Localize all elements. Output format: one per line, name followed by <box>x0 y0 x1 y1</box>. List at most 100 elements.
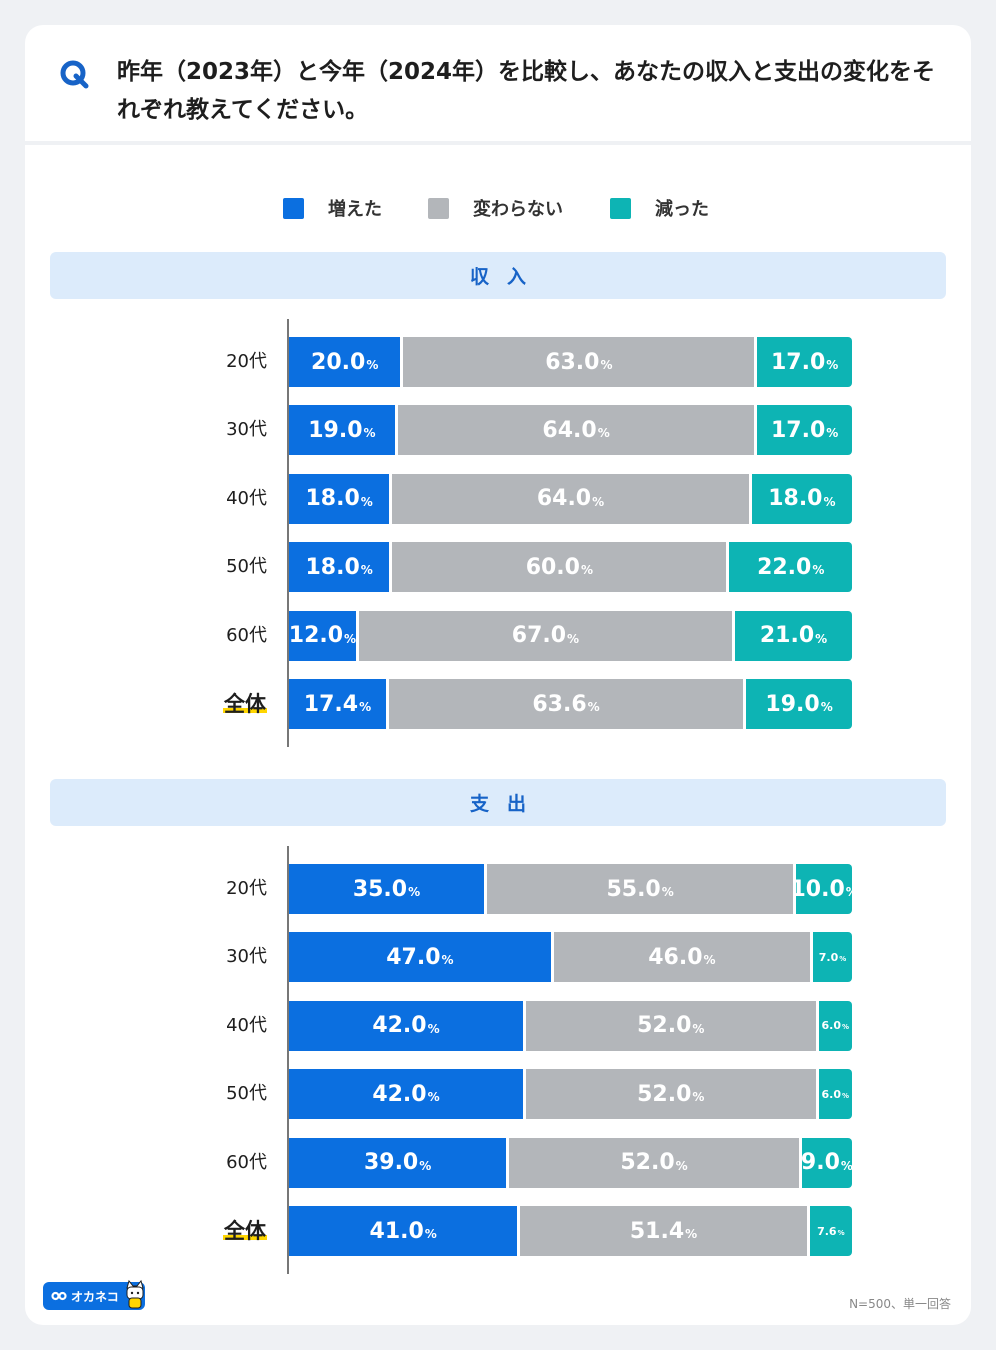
expense-unit-label: % <box>842 1023 849 1031</box>
expense-unit-label: % <box>841 1159 852 1173</box>
expense-value-label: 6.0 <box>822 1019 842 1032</box>
income-bar-same: 67.0% <box>359 611 732 661</box>
income-value-label: 17.0 <box>771 418 825 443</box>
income-bar-increase: 17.4% <box>289 679 386 729</box>
legend-swatch-decrease <box>610 198 631 219</box>
income-bar-decrease: 17.0% <box>757 337 852 387</box>
expense-value-label: 46.0 <box>648 945 702 970</box>
expense-value-label: 55.0 <box>606 877 660 902</box>
section-title-expense: 支出 <box>452 789 544 816</box>
income-bar-decrease: 22.0% <box>729 542 852 592</box>
expense-bar-track: 39.0% 52.0% 9.0% <box>289 1138 852 1188</box>
income-category-label: 40代 <box>165 474 267 524</box>
expense-value-label: 39.0 <box>364 1150 418 1175</box>
expense-bar-decrease: 7.6% <box>810 1206 852 1256</box>
expense-row-1: 20代35.0%55.0%10.0% <box>25 864 971 914</box>
income-bar-track: 19.0% 64.0% 17.0% <box>289 405 852 455</box>
income-unit-label: % <box>344 632 356 646</box>
brand-name: オカネコ <box>71 1288 119 1305</box>
chart-card: 昨年（2023年）と今年（2024年）を比較し、あなたの収入と支出の変化をそれぞ… <box>25 25 971 1325</box>
expense-value-label: 42.0 <box>372 1082 426 1107</box>
income-value-label: 67.0 <box>512 623 566 648</box>
expense-bar-decrease: 10.0% <box>796 864 852 914</box>
expense-value-label: 6.0 <box>822 1088 842 1101</box>
expense-unit-label: % <box>838 1229 845 1237</box>
section-header-income: 収入 <box>50 252 946 299</box>
income-bar-decrease: 21.0% <box>735 611 852 661</box>
expense-value-label: 41.0 <box>370 1219 424 1244</box>
income-bar-same: 63.6% <box>389 679 743 729</box>
legend-swatch-same <box>428 198 449 219</box>
expense-bar-track: 47.0% 46.0% 7.0% <box>289 932 852 982</box>
expense-bar-increase: 39.0% <box>289 1138 506 1188</box>
expense-bar-decrease: 6.0% <box>819 1069 852 1119</box>
income-chart: 20代 20.0% 63.0% 17.0% 30代 19.0% 64.0% 17.0% 40代 1… <box>25 319 971 747</box>
expense-unit-label: % <box>428 1090 440 1104</box>
income-bar-track: 18.0% 60.0% 22.0% <box>289 542 852 592</box>
expense-bar-increase: 42.0% <box>289 1069 523 1119</box>
income-bar-track: 12.0% 67.0% 21.0% <box>289 611 852 661</box>
expense-bar-track: 41.0% 51.4% 7.6% <box>289 1206 852 1256</box>
income-value-label: 18.0 <box>305 555 359 580</box>
income-unit-label: % <box>588 700 600 714</box>
income-value-label: 17.0 <box>771 350 825 375</box>
expense-value-label: 42.0 <box>372 1013 426 1038</box>
income-value-label: 60.0 <box>526 555 580 580</box>
cat-mascot-icon <box>123 1278 147 1310</box>
legend-label-same: 変わらない <box>473 195 563 221</box>
expense-category-label: 40代 <box>165 1001 267 1051</box>
income-value-label: 19.0 <box>308 418 362 443</box>
expense-value-label: 51.4 <box>630 1219 684 1244</box>
expense-value-label: 7.6 <box>817 1225 837 1238</box>
income-bar-same: 64.0% <box>398 405 754 455</box>
income-bar-same: 64.0% <box>392 474 748 524</box>
income-unit-label: % <box>592 495 604 509</box>
expense-bar-same: 46.0% <box>554 932 810 982</box>
brand-logo: オカネコ <box>43 1282 145 1310</box>
income-bar-track: 18.0% 64.0% 18.0% <box>289 474 852 524</box>
expense-bar-increase: 42.0% <box>289 1001 523 1051</box>
income-unit-label: % <box>812 563 824 577</box>
expense-unit-label: % <box>839 955 846 963</box>
expense-bar-same: 52.0% <box>526 1001 816 1051</box>
expense-bar-track: 42.0% 52.0% 6.0% <box>289 1001 852 1051</box>
expense-unit-label: % <box>692 1022 704 1036</box>
section-title-income: 収入 <box>452 262 544 289</box>
income-value-label: 64.0 <box>542 418 596 443</box>
expense-row-6: 全体 41.0% 51.4% 7.6% <box>25 1206 971 1256</box>
income-category-text: 50代 <box>226 556 267 577</box>
income-row-4: 50代 18.0% 60.0% 22.0% <box>25 542 971 592</box>
expense-category-label: 60代 <box>165 1138 267 1188</box>
income-unit-label: % <box>826 426 838 440</box>
expense-category-text: 50代 <box>226 1083 267 1104</box>
income-row-3: 40代 18.0% 64.0% 18.0% <box>25 474 971 524</box>
income-value-label: 21.0 <box>760 623 814 648</box>
income-category-label: 全体 <box>165 679 267 729</box>
expense-row-5: 60代 39.0% 52.0% 9.0% <box>25 1138 971 1188</box>
income-category-text: 全体 <box>223 692 267 716</box>
income-bar-same: 60.0% <box>392 542 726 592</box>
expense-category-label: 30代 <box>165 932 267 982</box>
expense-unit-label: % <box>428 1022 440 1036</box>
legend-label-increase: 増えた <box>328 195 382 221</box>
income-unit-label: % <box>567 632 579 646</box>
income-value-label: 18.0 <box>768 486 822 511</box>
income-row-6: 全体 17.4% 63.6% 19.0% <box>25 679 971 729</box>
expense-category-text: 60代 <box>226 1152 267 1173</box>
income-category-text: 30代 <box>226 419 267 440</box>
income-category-label: 30代 <box>165 405 267 455</box>
expense-category-text: 30代 <box>226 946 267 967</box>
income-value-label: 20.0 <box>311 350 365 375</box>
expense-row-3: 40代 42.0% 52.0% 6.0% <box>25 1001 971 1051</box>
expense-unit-label: % <box>662 885 674 899</box>
legend-label-decrease: 減った <box>655 195 709 221</box>
legend-item-same: 変わらない <box>428 195 563 221</box>
income-value-label: 63.0 <box>545 350 599 375</box>
income-value-label: 19.0 <box>765 692 819 717</box>
income-category-label: 60代 <box>165 611 267 661</box>
expense-bar-same: 55.0% <box>487 864 793 914</box>
expense-bar-track: 42.0% 52.0% 6.0% <box>289 1069 852 1119</box>
expense-unit-label: % <box>846 885 852 899</box>
income-category-label: 20代 <box>165 337 267 387</box>
income-bar-increase: 12.0% <box>289 611 356 661</box>
